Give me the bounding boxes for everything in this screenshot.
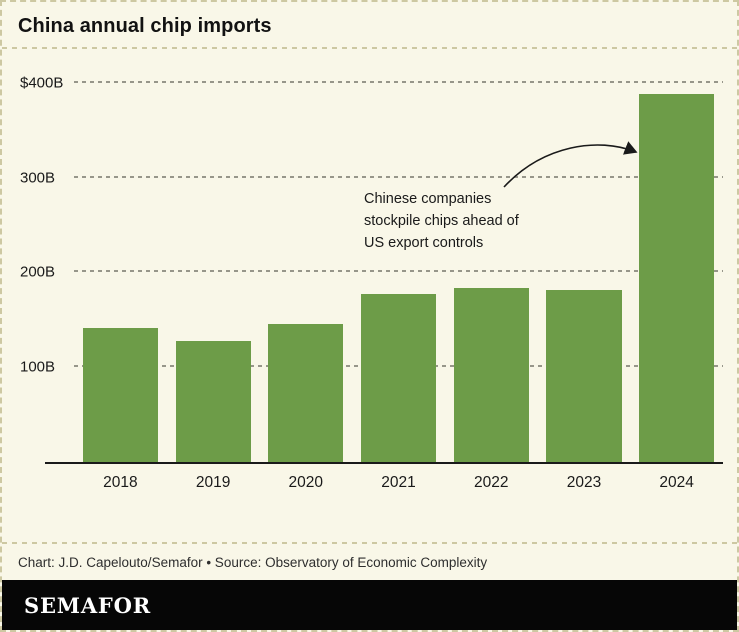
bar-slot-2024	[630, 59, 723, 462]
chart-area: Chinese companies stockpile chips ahead …	[2, 49, 737, 542]
x-tick-label-2023: 2023	[566, 474, 602, 491]
y-tick-label-300: 300B	[20, 169, 56, 187]
bar-2019	[175, 340, 251, 462]
bar-slot-2021	[352, 59, 445, 462]
bar-2024	[639, 94, 715, 462]
annotation-line-3: US export controls	[364, 234, 484, 251]
gridline-400	[74, 80, 723, 83]
header-divider	[2, 47, 737, 49]
x-tick-label-2018: 2018	[103, 474, 138, 491]
y-tick-label-400: $400B	[20, 74, 64, 92]
x-tick-label-2019: 2019	[195, 474, 231, 491]
bar-slot-2023	[538, 59, 631, 462]
x-tick-label-2024: 2024	[659, 474, 694, 491]
gridline-200	[74, 270, 723, 273]
bar-2022	[453, 287, 529, 462]
bars-layer	[74, 59, 723, 462]
bar-slot-2020	[259, 59, 352, 462]
bar-slot-2022	[445, 59, 538, 462]
y-tick-label-200: 200B	[20, 263, 56, 281]
caption-row: Chart: J.D. Capelouto/Semafor • Source: …	[2, 544, 737, 580]
x-tick-label-2022: 2022	[473, 474, 509, 491]
bar-2021	[360, 294, 437, 462]
bar-slot-2019	[167, 59, 260, 462]
chart-header: China annual chip imports	[2, 2, 737, 47]
x-tick-label-2020: 2020	[288, 474, 324, 491]
bar-2018	[82, 328, 158, 462]
gridline-300	[74, 175, 723, 178]
plot-area: Chinese companies stockpile chips ahead …	[20, 59, 723, 464]
x-axis-labels: 2018 2019 2020 2021 2022 2023 2024	[74, 464, 723, 492]
semafor-logo: SEMAFOR	[24, 592, 151, 618]
annotation-arrow-icon	[503, 141, 638, 188]
footer-divider	[2, 542, 737, 544]
bar-2020	[268, 323, 344, 462]
annotation-line-1: Chinese companies	[364, 191, 492, 207]
chart-annotation: Chinese companies stockpile chips ahead …	[364, 189, 559, 254]
brand-bar: SEMAFOR	[2, 580, 737, 630]
source-caption: Chart: J.D. Capelouto/Semafor • Source: …	[18, 555, 488, 570]
chart-title: China annual chip imports	[18, 15, 272, 37]
bar-slot-2018	[74, 59, 167, 462]
y-tick-label-100: 100B	[20, 358, 56, 376]
x-tick-label-2021: 2021	[381, 474, 416, 491]
annotation-line-2: stockpile chips ahead of	[364, 212, 519, 229]
bar-2023	[546, 290, 622, 462]
